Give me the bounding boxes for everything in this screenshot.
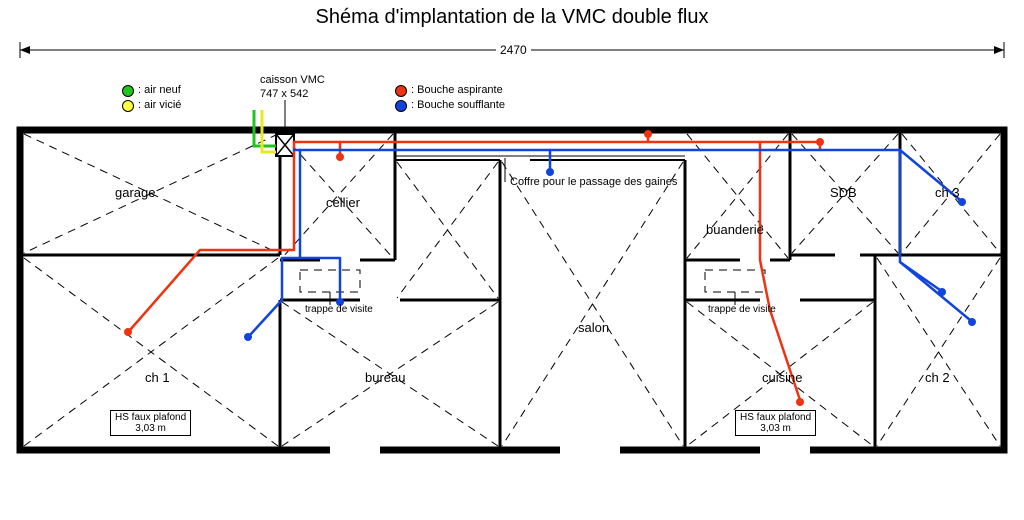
room-cellier: cellier <box>326 195 360 210</box>
hs-box-right: HS faux plafond 3,03 m <box>735 410 816 436</box>
legend-dot-air-vicie <box>122 100 134 112</box>
hs-box-left: HS faux plafond 3,03 m <box>110 410 191 436</box>
diagram-canvas <box>0 0 1024 520</box>
room-ch1: ch 1 <box>145 370 170 385</box>
legend-aspirante: : Bouche aspirante <box>411 84 503 96</box>
legend-air-neuf: : air neuf <box>138 84 181 96</box>
room-salon: salon <box>578 320 609 335</box>
caisson-l1: caisson VMC <box>260 74 325 86</box>
note-trappe-1: trappe de visite <box>305 304 373 315</box>
caisson-l2: 747 x 542 <box>260 88 308 100</box>
room-ch3: ch 3 <box>935 185 960 200</box>
room-garage: garage <box>115 185 155 200</box>
hs-left-l1: HS faux plafond <box>115 412 186 423</box>
room-sdb: SDB <box>830 185 857 200</box>
hs-right-l1: HS faux plafond <box>740 412 811 423</box>
legend-air-vicie: : air vicié <box>138 99 181 111</box>
legend-dot-air-neuf <box>122 85 134 97</box>
legend-dot-soufflante <box>395 100 407 112</box>
room-bureau: bureau <box>365 370 405 385</box>
room-buanderie: buanderie <box>706 222 764 237</box>
top-dimension: 2470 <box>496 43 531 57</box>
legend-dot-aspirante <box>395 85 407 97</box>
note-trappe-2: trappe de visite <box>708 304 776 315</box>
note-coffre: Coffre pour le passage des gaines <box>510 176 677 188</box>
hs-right-l2: 3,03 m <box>760 423 791 434</box>
hs-left-l2: 3,03 m <box>135 423 166 434</box>
room-cuisine: cuisine <box>762 370 802 385</box>
legend-soufflante: : Bouche soufflante <box>411 99 505 111</box>
room-ch2: ch 2 <box>925 370 950 385</box>
